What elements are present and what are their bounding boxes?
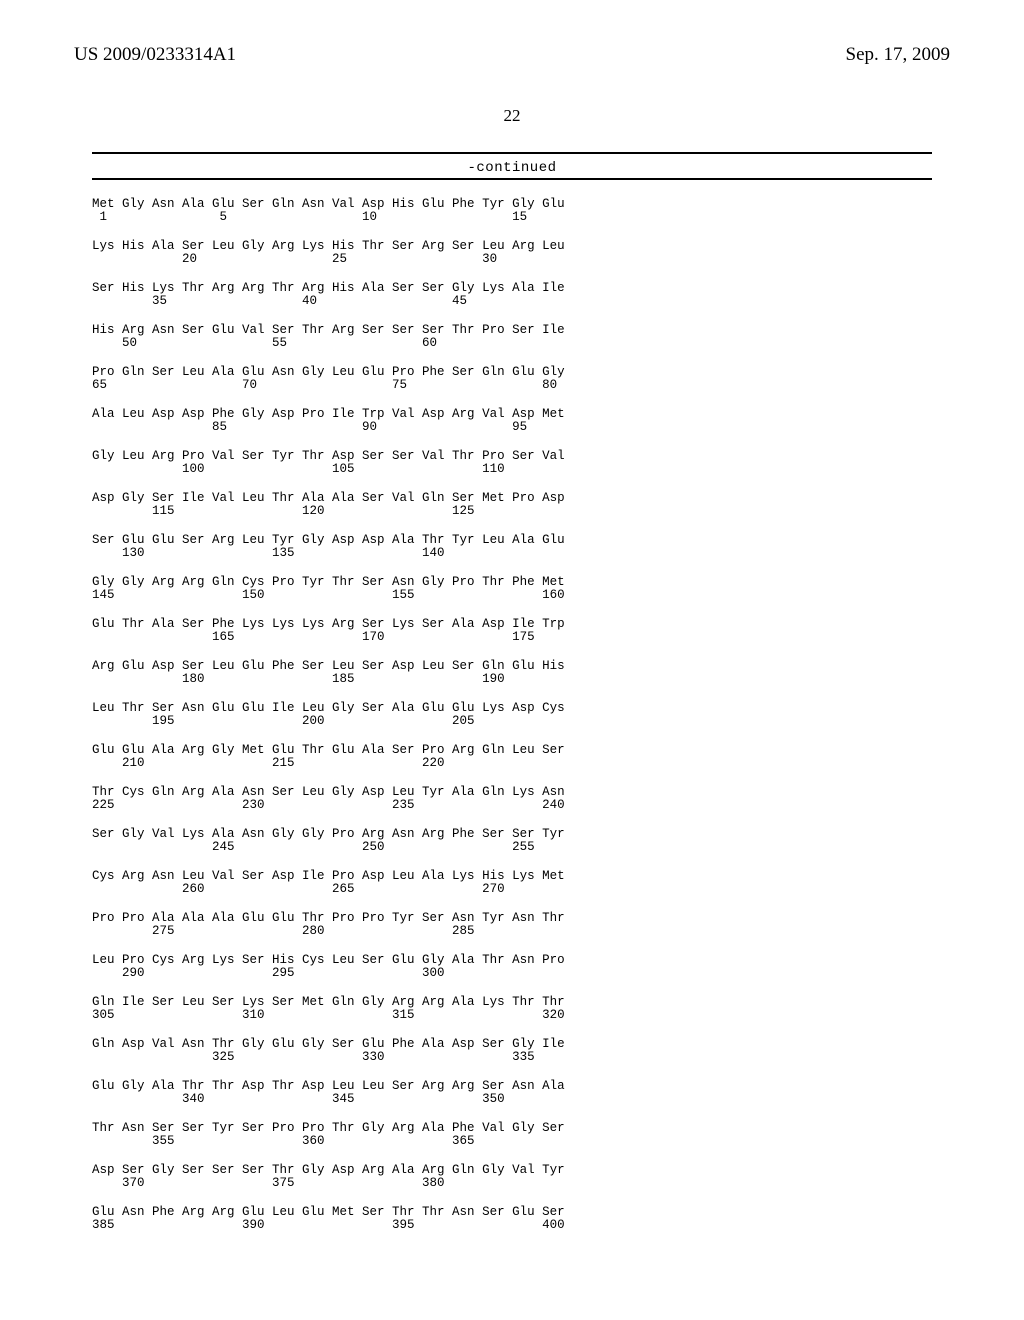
sequence-numbers: 180 185 190 — [92, 673, 565, 686]
sequence-block: Ser His Lys Thr Arg Arg Thr Arg His Ala … — [92, 282, 565, 307]
sequence-numbers: 20 25 30 — [92, 253, 565, 266]
page: US 2009/0233314A1 Sep. 17, 2009 22 -cont… — [0, 0, 1024, 1320]
sequence-numbers: 325 330 335 — [92, 1051, 565, 1064]
sequence-block: Leu Thr Ser Asn Glu Glu Ile Leu Gly Ser … — [92, 702, 565, 727]
sequence-row: Asp Gly Ser Ile Val Leu Thr Ala Ala Ser … — [92, 492, 565, 505]
sequence-row: Leu Thr Ser Asn Glu Glu Ile Leu Gly Ser … — [92, 702, 565, 715]
sequence-numbers: 145 150 155 160 — [92, 589, 565, 602]
sequence-numbers: 245 250 255 — [92, 841, 565, 854]
sequence-row: Leu Pro Cys Arg Lys Ser His Cys Leu Ser … — [92, 954, 565, 967]
sequence-row: Lys His Ala Ser Leu Gly Arg Lys His Thr … — [92, 240, 565, 253]
sequence-row: Pro Pro Ala Ala Ala Glu Glu Thr Pro Pro … — [92, 912, 565, 925]
sequence-row: Glu Glu Ala Arg Gly Met Glu Thr Glu Ala … — [92, 744, 565, 757]
sequence-row: Pro Gln Ser Leu Ala Glu Asn Gly Leu Glu … — [92, 366, 565, 379]
sequence-block: Leu Pro Cys Arg Lys Ser His Cys Leu Ser … — [92, 954, 565, 979]
sequence-block: Lys His Ala Ser Leu Gly Arg Lys His Thr … — [92, 240, 565, 265]
sequence-numbers: 115 120 125 — [92, 505, 565, 518]
sequence-block: His Arg Asn Ser Glu Val Ser Thr Arg Ser … — [92, 324, 565, 349]
sequence-row: Gln Asp Val Asn Thr Gly Glu Gly Ser Glu … — [92, 1038, 565, 1051]
sequence-block: Ala Leu Asp Asp Phe Gly Asp Pro Ile Trp … — [92, 408, 565, 433]
sequence-row: Gly Leu Arg Pro Val Ser Tyr Thr Asp Ser … — [92, 450, 565, 463]
sequence-row: Glu Asn Phe Arg Arg Glu Leu Glu Met Ser … — [92, 1206, 565, 1219]
sequence-numbers: 50 55 60 — [92, 337, 565, 350]
sequence-row: Gln Ile Ser Leu Ser Lys Ser Met Gln Gly … — [92, 996, 565, 1009]
sequence-block: Thr Asn Ser Ser Tyr Ser Pro Pro Thr Gly … — [92, 1122, 565, 1147]
sequence-block: Glu Asn Phe Arg Arg Glu Leu Glu Met Ser … — [92, 1206, 565, 1231]
sequence-row: Cys Arg Asn Leu Val Ser Asp Ile Pro Asp … — [92, 870, 565, 883]
continued-label: -continued — [0, 160, 1024, 176]
sequence-row: Ala Leu Asp Asp Phe Gly Asp Pro Ile Trp … — [92, 408, 565, 421]
sequence-numbers: 85 90 95 — [92, 421, 565, 434]
sequence-numbers: 290 295 300 — [92, 967, 565, 980]
sequence-block: Asp Gly Ser Ile Val Leu Thr Ala Ala Ser … — [92, 492, 565, 517]
sequence-listing: Met Gly Asn Ala Glu Ser Gln Asn Val Asp … — [92, 198, 565, 1248]
sequence-numbers: 165 170 175 — [92, 631, 565, 644]
sequence-numbers: 35 40 45 — [92, 295, 565, 308]
sequence-block: Ser Gly Val Lys Ala Asn Gly Gly Pro Arg … — [92, 828, 565, 853]
header-left: US 2009/0233314A1 — [74, 44, 236, 66]
page-number: 22 — [0, 106, 1024, 126]
sequence-block: Gln Ile Ser Leu Ser Lys Ser Met Gln Gly … — [92, 996, 565, 1021]
sequence-row: His Arg Asn Ser Glu Val Ser Thr Arg Ser … — [92, 324, 565, 337]
sequence-block: Gly Gly Arg Arg Gln Cys Pro Tyr Thr Ser … — [92, 576, 565, 601]
sequence-numbers: 340 345 350 — [92, 1093, 565, 1106]
rule-bottom — [92, 178, 932, 180]
sequence-numbers: 65 70 75 80 — [92, 379, 565, 392]
sequence-block: Pro Gln Ser Leu Ala Glu Asn Gly Leu Glu … — [92, 366, 565, 391]
sequence-numbers: 210 215 220 — [92, 757, 565, 770]
sequence-block: Cys Arg Asn Leu Val Ser Asp Ile Pro Asp … — [92, 870, 565, 895]
sequence-block: Met Gly Asn Ala Glu Ser Gln Asn Val Asp … — [92, 198, 565, 223]
header-right: Sep. 17, 2009 — [846, 44, 951, 66]
sequence-row: Arg Glu Asp Ser Leu Glu Phe Ser Leu Ser … — [92, 660, 565, 673]
sequence-block: Gln Asp Val Asn Thr Gly Glu Gly Ser Glu … — [92, 1038, 565, 1063]
sequence-numbers: 195 200 205 — [92, 715, 565, 728]
sequence-row: Ser Glu Glu Ser Arg Leu Tyr Gly Asp Asp … — [92, 534, 565, 547]
rule-top — [92, 152, 932, 154]
sequence-numbers: 305 310 315 320 — [92, 1009, 565, 1022]
sequence-row: Ser His Lys Thr Arg Arg Thr Arg His Ala … — [92, 282, 565, 295]
sequence-numbers: 130 135 140 — [92, 547, 565, 560]
sequence-row: Thr Asn Ser Ser Tyr Ser Pro Pro Thr Gly … — [92, 1122, 565, 1135]
sequence-block: Glu Gly Ala Thr Thr Asp Thr Asp Leu Leu … — [92, 1080, 565, 1105]
sequence-row: Gly Gly Arg Arg Gln Cys Pro Tyr Thr Ser … — [92, 576, 565, 589]
sequence-row: Thr Cys Gln Arg Ala Asn Ser Leu Gly Asp … — [92, 786, 565, 799]
sequence-block: Asp Ser Gly Ser Ser Ser Thr Gly Asp Arg … — [92, 1164, 565, 1189]
sequence-block: Gly Leu Arg Pro Val Ser Tyr Thr Asp Ser … — [92, 450, 565, 475]
sequence-numbers: 275 280 285 — [92, 925, 565, 938]
sequence-numbers: 100 105 110 — [92, 463, 565, 476]
sequence-row: Met Gly Asn Ala Glu Ser Gln Asn Val Asp … — [92, 198, 565, 211]
sequence-block: Ser Glu Glu Ser Arg Leu Tyr Gly Asp Asp … — [92, 534, 565, 559]
sequence-block: Pro Pro Ala Ala Ala Glu Glu Thr Pro Pro … — [92, 912, 565, 937]
sequence-numbers: 355 360 365 — [92, 1135, 565, 1148]
sequence-row: Ser Gly Val Lys Ala Asn Gly Gly Pro Arg … — [92, 828, 565, 841]
sequence-numbers: 370 375 380 — [92, 1177, 565, 1190]
sequence-block: Thr Cys Gln Arg Ala Asn Ser Leu Gly Asp … — [92, 786, 565, 811]
sequence-row: Glu Thr Ala Ser Phe Lys Lys Lys Arg Ser … — [92, 618, 565, 631]
sequence-row: Asp Ser Gly Ser Ser Ser Thr Gly Asp Arg … — [92, 1164, 565, 1177]
sequence-numbers: 1 5 10 15 — [92, 211, 565, 224]
sequence-block: Arg Glu Asp Ser Leu Glu Phe Ser Leu Ser … — [92, 660, 565, 685]
sequence-row: Glu Gly Ala Thr Thr Asp Thr Asp Leu Leu … — [92, 1080, 565, 1093]
sequence-block: Glu Glu Ala Arg Gly Met Glu Thr Glu Ala … — [92, 744, 565, 769]
sequence-numbers: 385 390 395 400 — [92, 1219, 565, 1232]
sequence-block: Glu Thr Ala Ser Phe Lys Lys Lys Arg Ser … — [92, 618, 565, 643]
sequence-numbers: 260 265 270 — [92, 883, 565, 896]
sequence-numbers: 225 230 235 240 — [92, 799, 565, 812]
